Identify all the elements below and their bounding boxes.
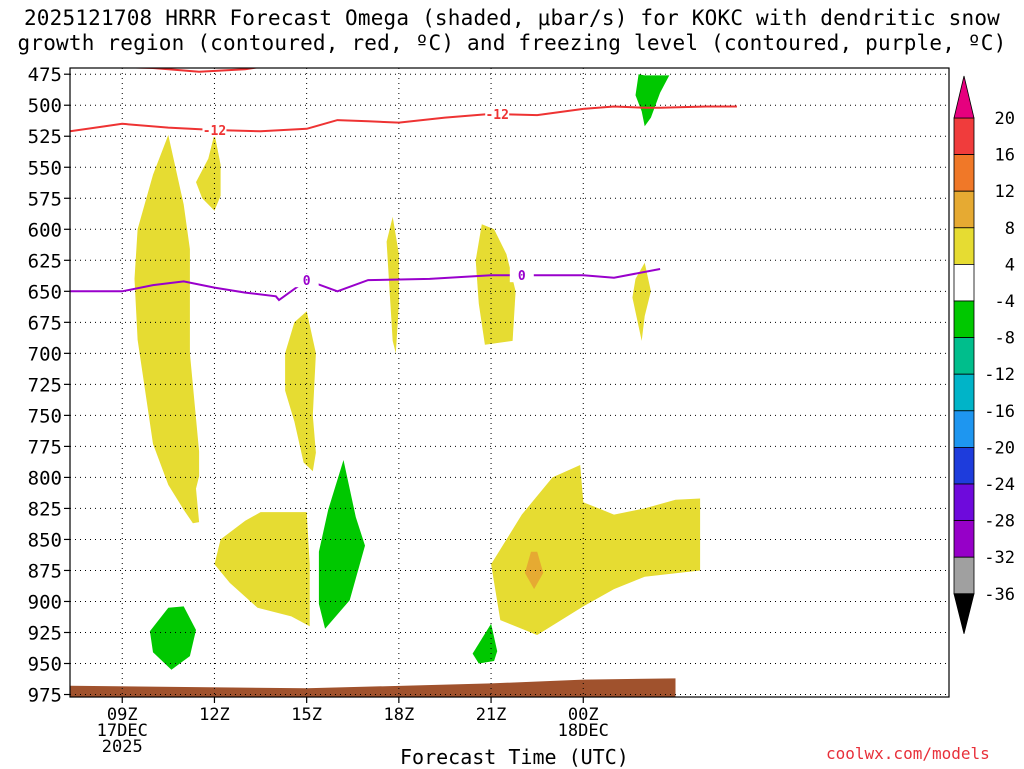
- shaded-region-3: [386, 216, 399, 354]
- colorbar-swatch: [953, 520, 975, 558]
- y-tick-label: 900: [28, 591, 62, 613]
- x-tick-label: 17DEC: [97, 721, 148, 741]
- y-tick-label: 725: [28, 374, 62, 396]
- x-tick-label: 00Z: [568, 705, 599, 725]
- y-tick-label: 825: [28, 498, 62, 520]
- y-tick-label: 675: [28, 312, 62, 334]
- colorbar-swatch: [953, 373, 975, 412]
- contour-line-2: [70, 268, 661, 302]
- x-tick-label: 09Z: [107, 705, 138, 725]
- contour-label-bg: [294, 273, 319, 288]
- colorbar-swatch: [953, 337, 975, 375]
- shaded-region-5: [632, 262, 651, 341]
- contour-label: -12: [203, 124, 226, 139]
- colorbar-label: 20: [995, 109, 1015, 129]
- shaded-region-10: [149, 606, 196, 670]
- colorbar-bottom-arrow: [953, 593, 975, 634]
- contour-label-bg: [202, 123, 227, 138]
- y-tick-label: 775: [28, 436, 62, 458]
- colorbar-label: -8: [995, 329, 1015, 349]
- colorbar-swatch: [953, 190, 975, 229]
- x-tick-label: 18Z: [383, 705, 414, 725]
- colorbar-swatch: [953, 446, 975, 485]
- colorbar-label: 16: [995, 146, 1015, 166]
- title-line-1: 2025121708 HRRR Forecast Omega (shaded, …: [23, 6, 1001, 30]
- x-tick-label: 2025: [102, 737, 143, 757]
- y-tick-label: 750: [28, 405, 62, 427]
- y-tick-label: 800: [28, 467, 62, 489]
- colorbar-top-arrow: [953, 75, 975, 119]
- y-tick-label: 625: [28, 250, 62, 272]
- colorbar-swatch: [953, 483, 975, 521]
- terrain-fill: [70, 678, 676, 697]
- shaded-region-11: [472, 623, 498, 664]
- shaded-region-6: [214, 512, 310, 627]
- shaded-region-2: [285, 311, 316, 472]
- title-line-2: growth region (contoured, red, ºC) and f…: [17, 31, 1007, 55]
- colorbar-swatch: [953, 117, 975, 155]
- shaded-region-4: [475, 224, 516, 345]
- shaded-region-7: [491, 465, 701, 635]
- contour-label-bg: [485, 106, 510, 121]
- colorbar-label: 4: [1005, 255, 1015, 275]
- colorbar-label: -20: [984, 438, 1015, 458]
- y-tick-label: 475: [28, 64, 62, 86]
- shaded-region-0: [134, 135, 200, 524]
- colorbar-label: 12: [995, 182, 1015, 202]
- contour-line-1: [119, 68, 260, 73]
- colorbar-swatch: [953, 263, 975, 302]
- y-tick-label: 925: [28, 622, 62, 644]
- colorbar-label: -16: [984, 402, 1015, 422]
- colorbar-label: 8: [1005, 219, 1015, 239]
- y-tick-label: 550: [28, 157, 62, 179]
- credit-link[interactable]: coolwx.com/models: [826, 744, 990, 763]
- contour-label: 0: [303, 274, 311, 289]
- colorbar-swatch: [953, 300, 975, 338]
- colorbar-label: -32: [984, 548, 1015, 568]
- colorbar-swatch: [953, 227, 975, 265]
- colorbar-swatch: [953, 154, 975, 192]
- y-tick-label: 500: [28, 95, 62, 117]
- x-tick-label: 21Z: [476, 705, 507, 725]
- contour-label: 0: [518, 269, 526, 284]
- y-tick-label: 700: [28, 343, 62, 365]
- x-tick-label: 18DEC: [558, 721, 609, 741]
- shaded-region-8: [524, 551, 544, 590]
- y-tick-label: 600: [28, 219, 62, 241]
- y-tick-label: 575: [28, 188, 62, 210]
- colorbar-swatch: [953, 556, 975, 595]
- shaded-region-9: [318, 460, 365, 629]
- plot-frame: [69, 67, 950, 698]
- contour-label-bg: [509, 268, 534, 283]
- chart-title: 2025121708 HRRR Forecast Omega (shaded, …: [0, 6, 1024, 56]
- contour-line-0: [70, 105, 737, 133]
- x-axis-title: Forecast Time (UTC): [400, 745, 629, 769]
- colorbar-label: -28: [984, 512, 1015, 532]
- shaded-region-1: [196, 133, 221, 211]
- y-tick-label: 875: [28, 560, 62, 582]
- y-tick-label: 950: [28, 654, 62, 676]
- y-tick-label: 850: [28, 529, 62, 551]
- colorbar-label: -4: [995, 292, 1015, 312]
- contour-label: -12: [485, 108, 508, 123]
- y-tick-label: 975: [28, 685, 62, 707]
- shaded-region-12: [635, 74, 670, 127]
- x-tick-label: 12Z: [199, 705, 230, 725]
- y-tick-label: 650: [28, 281, 62, 303]
- colorbar-label: -12: [984, 365, 1015, 385]
- colorbar-label: -24: [984, 475, 1015, 495]
- x-tick-label: 15Z: [291, 705, 322, 725]
- colorbar-swatch: [953, 410, 975, 448]
- y-tick-label: 525: [28, 126, 62, 148]
- colorbar-label: -36: [984, 585, 1015, 605]
